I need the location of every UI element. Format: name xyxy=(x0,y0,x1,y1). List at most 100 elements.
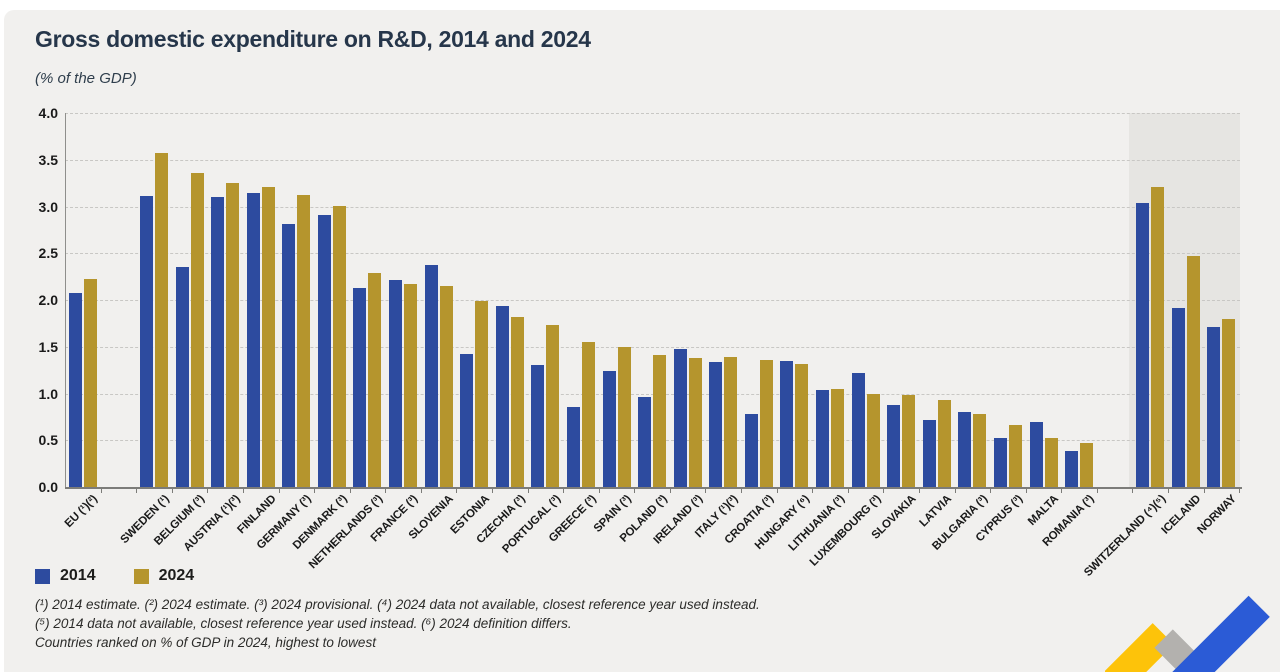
footnote-line-1: (¹) 2014 estimate. (²) 2024 estimate. (³… xyxy=(35,597,760,612)
x-axis-tick xyxy=(812,487,814,493)
bar-2014 xyxy=(1065,450,1078,487)
page-title: Gross domestic expenditure on R&D, 2014 … xyxy=(35,26,591,52)
bar-2024 xyxy=(546,325,560,487)
legend-label-2014: 2014 xyxy=(60,567,96,584)
bar-2024 xyxy=(190,172,204,487)
bar-2024 xyxy=(831,388,844,487)
x-axis-tick xyxy=(776,487,778,493)
y-axis-tick-label: 3.5 xyxy=(38,151,58,168)
bar-2014 xyxy=(1029,421,1043,488)
x-axis-label: MALTA xyxy=(1025,493,1061,529)
x-axis-tick xyxy=(1239,487,1241,493)
eurostat-logo xyxy=(1105,580,1280,672)
x-axis-tick xyxy=(314,487,316,493)
bar-2024 xyxy=(688,358,702,487)
bar-2024 xyxy=(404,284,417,487)
bar-2014 xyxy=(460,354,474,487)
footnote-line-2: (⁵) 2014 data not available, closest ref… xyxy=(35,616,572,631)
bar-2024 xyxy=(973,414,987,487)
bar-2024 xyxy=(759,359,773,487)
bar-2014 xyxy=(282,224,296,487)
bar-2024 xyxy=(439,286,453,487)
chart-legend: 2014 2024 xyxy=(35,567,194,585)
bar-2024 xyxy=(902,395,916,487)
x-axis-tick xyxy=(1203,487,1205,493)
bar-2024 xyxy=(581,342,595,487)
bar-2024 xyxy=(866,393,880,487)
bar-2014 xyxy=(317,214,331,487)
bar-2014 xyxy=(602,371,616,487)
page-subtitle: (% of the GDP) xyxy=(35,70,137,87)
bar-2014 xyxy=(495,305,509,487)
x-axis-tick xyxy=(278,487,280,493)
bar-2024 xyxy=(1044,438,1058,487)
bar-2024 xyxy=(937,400,951,487)
legend-label-2024: 2024 xyxy=(158,567,195,584)
gridline xyxy=(65,440,1240,442)
bar-2014 xyxy=(389,280,402,487)
bar-2024 xyxy=(1222,318,1236,487)
bar-2014 xyxy=(851,372,865,487)
x-axis-tick xyxy=(242,487,244,493)
bar-2024 xyxy=(332,205,346,487)
y-axis-line xyxy=(65,113,66,487)
gridline xyxy=(65,159,1240,161)
x-axis-tick xyxy=(1096,487,1098,493)
bar-2014 xyxy=(816,389,829,487)
bar-2014 xyxy=(958,412,972,487)
x-axis-tick xyxy=(492,487,493,493)
gridline xyxy=(65,393,1240,395)
x-axis-tick xyxy=(1132,487,1134,493)
y-axis-tick-label: 0.0 xyxy=(38,479,58,495)
bar-2024 xyxy=(297,195,311,487)
bar-2024 xyxy=(155,153,168,487)
x-axis-tick xyxy=(1025,487,1027,493)
x-axis-tick xyxy=(918,487,920,493)
x-axis-tick xyxy=(420,487,422,493)
y-axis-tick-label: 1.5 xyxy=(38,338,58,355)
footnote-line-3: Countries ranked on % of GDP in 2024, hi… xyxy=(35,635,376,650)
x-axis-tick xyxy=(1061,487,1063,493)
x-axis-line xyxy=(65,487,1242,489)
x-axis-tick xyxy=(954,487,956,493)
bar-2014 xyxy=(922,419,936,487)
bar-2014 xyxy=(353,287,367,487)
bar-2014 xyxy=(673,348,687,487)
bar-2024 xyxy=(368,272,382,487)
gridline xyxy=(65,206,1240,208)
y-axis-tick-label: 2.5 xyxy=(38,245,58,262)
legend-swatch-2014 xyxy=(35,568,50,584)
bar-2014 xyxy=(531,365,545,487)
bar-2014 xyxy=(424,264,438,487)
x-axis-tick xyxy=(563,487,565,493)
bar-2024 xyxy=(226,183,240,487)
bar-2024 xyxy=(83,278,97,487)
x-axis-tick xyxy=(883,487,885,493)
bar-2024 xyxy=(653,355,667,487)
x-axis-label: SWITZERLAND (⁴)(⁵) xyxy=(1081,493,1168,580)
bar-2014 xyxy=(175,267,189,487)
bar-2014 xyxy=(246,192,260,487)
gridline xyxy=(65,300,1240,301)
bar-2014 xyxy=(993,438,1007,487)
x-axis-label: EU (¹)(²) xyxy=(63,493,101,531)
bar-2024 xyxy=(1151,186,1165,487)
y-axis-tick-label: 1.0 xyxy=(38,385,58,402)
bar-2014 xyxy=(709,361,723,487)
x-axis-tick xyxy=(1168,487,1169,493)
bar-2014 xyxy=(566,406,580,487)
x-axis-tick xyxy=(598,487,600,493)
bar-2014 xyxy=(638,397,652,487)
x-axis-tick xyxy=(171,487,173,493)
bar-2014 xyxy=(1207,327,1221,487)
bar-2024 xyxy=(1080,443,1093,487)
bar-2024 xyxy=(795,363,809,487)
bar-2024 xyxy=(261,186,275,487)
bar-2014 xyxy=(1171,307,1185,487)
bar-2024 xyxy=(510,316,524,487)
bar-2014 xyxy=(211,197,225,487)
bar-2024 xyxy=(617,346,631,488)
x-axis-tick xyxy=(847,487,849,493)
x-axis-tick xyxy=(207,487,209,493)
